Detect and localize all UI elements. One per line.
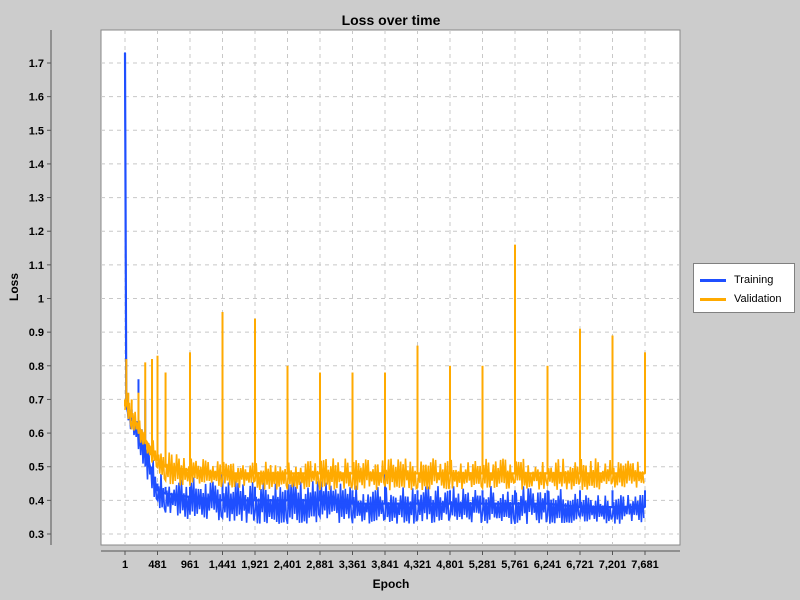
y-tick-label: 0.7 <box>29 394 44 406</box>
x-tick-label: 5,761 <box>501 559 529 571</box>
data-point <box>254 472 256 475</box>
data-point <box>449 502 451 505</box>
legend-label-training: Training <box>734 274 774 286</box>
series-layer <box>123 52 646 525</box>
series-line-validation <box>123 399 645 475</box>
y-tick-label: 1.4 <box>29 159 45 171</box>
data-point <box>124 405 126 407</box>
data-point <box>319 499 321 502</box>
x-tick-label: 961 <box>181 559 199 571</box>
data-point <box>127 408 130 411</box>
data-point <box>416 502 419 505</box>
x-tick-label: 4,801 <box>436 559 464 571</box>
data-point <box>254 499 256 502</box>
data-point <box>384 502 386 505</box>
x-tick-label: 3,841 <box>371 559 399 571</box>
data-point <box>579 472 581 475</box>
data-point <box>481 472 484 475</box>
data-point <box>514 502 516 505</box>
x-tick-label: 4,321 <box>404 559 432 571</box>
x-tick-label: 7,681 <box>631 559 659 571</box>
data-point <box>546 502 549 505</box>
data-point <box>546 472 549 475</box>
data-point <box>151 449 153 451</box>
x-tick-label: 2,401 <box>274 559 302 571</box>
data-point <box>130 415 133 418</box>
y-tick-label: 0.9 <box>29 327 44 339</box>
y-tick-label: 0.3 <box>29 529 44 541</box>
data-point <box>481 502 484 505</box>
data-point <box>144 439 147 441</box>
y-tick-label: 0.8 <box>29 361 44 373</box>
series-validation <box>123 244 646 491</box>
y-tick-label: 0.6 <box>29 428 44 440</box>
legend-swatch-validation <box>700 297 726 301</box>
x-tick-label: 1 <box>122 559 128 571</box>
y-axis-label: Loss <box>7 273 21 301</box>
x-axis-label: Epoch <box>373 577 410 591</box>
y-tick-label: 0.5 <box>29 462 44 474</box>
y-tick-label: 1.7 <box>29 58 44 70</box>
grid <box>101 30 680 545</box>
x-tick-label: 7,201 <box>599 559 627 571</box>
x-tick-label: 2,881 <box>306 559 334 571</box>
x-tick-label: 1,921 <box>241 559 269 571</box>
x-tick-label: 6,241 <box>534 559 562 571</box>
y-tick-label: 1.5 <box>29 125 44 137</box>
chart-title: Loss over time <box>342 12 441 28</box>
data-point <box>351 502 354 505</box>
x-tick-label: 3,361 <box>339 559 367 571</box>
legend-swatch-training <box>700 278 726 282</box>
data-point <box>164 465 167 468</box>
y-tick-label: 1.2 <box>29 226 44 238</box>
data-point <box>156 489 159 492</box>
y-tick-label: 1 <box>38 294 44 306</box>
data-point <box>384 472 386 475</box>
data-point <box>644 472 646 475</box>
data-point <box>319 472 321 475</box>
data-point <box>221 499 224 502</box>
data-point <box>611 472 614 475</box>
data-point <box>156 459 159 461</box>
data-point <box>189 496 191 498</box>
data-point <box>351 472 354 475</box>
x-axis-ticks: 1 481 961 1,441 1,921 2,401 2,881 3,361 3,841 4,3… <box>122 551 659 571</box>
data-point <box>144 449 147 451</box>
y-axis-ticks: 0.3 0.4 0.5 0.6 0.7 0.8 0.9 1 1.1 1.2 1.3 1.4 1.5 1.6… <box>29 58 51 541</box>
data-point <box>137 425 140 428</box>
y-tick-label: 0.4 <box>29 495 45 507</box>
legend-item-training: Training <box>700 272 773 288</box>
data-point <box>514 472 516 475</box>
legend: Training Validation <box>693 263 795 313</box>
data-point <box>286 472 289 475</box>
legend-item-validation: Validation <box>700 291 782 307</box>
legend-label-validation: Validation <box>734 293 782 305</box>
data-point <box>611 506 614 508</box>
x-tick-label: 1,441 <box>209 559 237 571</box>
data-point <box>449 472 451 475</box>
series-noise-validation <box>124 400 645 491</box>
data-point <box>125 401 128 404</box>
data-point <box>221 472 224 475</box>
x-tick-label: 5,281 <box>469 559 497 571</box>
data-point <box>189 469 191 471</box>
data-point <box>286 499 289 502</box>
data-point <box>579 506 581 508</box>
data-point <box>151 472 153 475</box>
x-tick-label: 6,721 <box>566 559 594 571</box>
data-point <box>416 472 419 475</box>
data-point <box>644 506 646 508</box>
data-point <box>164 492 167 495</box>
y-tick-label: 1.1 <box>29 260 44 272</box>
x-tick-label: 481 <box>148 559 166 571</box>
y-tick-label: 1.3 <box>29 193 44 205</box>
y-tick-label: 1.6 <box>29 92 44 104</box>
data-point <box>124 52 126 54</box>
